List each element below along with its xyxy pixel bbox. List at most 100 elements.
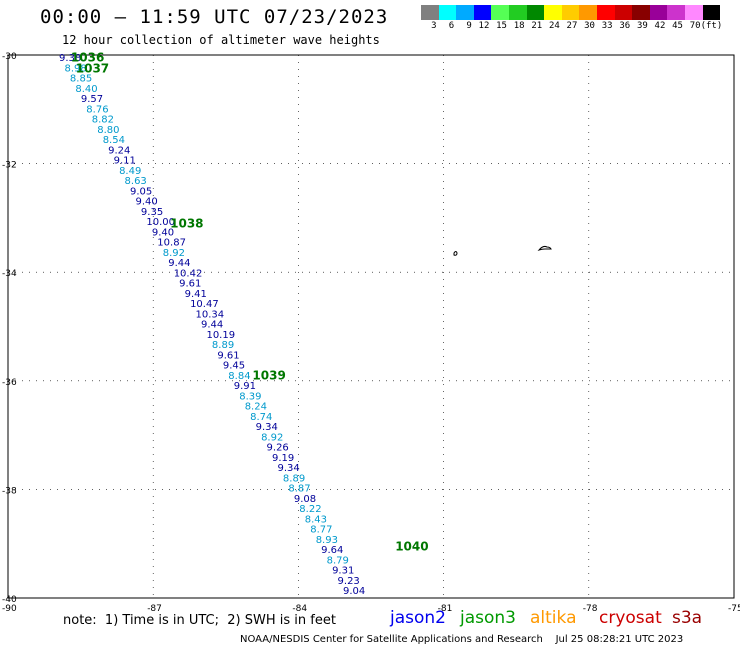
wave-height-value: 9.38 <box>59 53 81 64</box>
wave-height-value: 8.76 <box>86 104 108 115</box>
color-scale-label: 24 <box>548 21 560 31</box>
wave-height-value: 9.64 <box>321 545 343 556</box>
wave-height-value: 9.40 <box>135 197 157 208</box>
wave-height-value: 9.23 <box>338 576 360 587</box>
color-swatch <box>491 5 509 20</box>
wave-height-value: 9.34 <box>277 463 299 474</box>
wave-height-value: 10.42 <box>174 268 203 279</box>
color-scale-label: 9 <box>466 21 472 31</box>
wave-height-value: 8.39 <box>239 391 261 402</box>
credit-footer: NOAA/NESDIS Center for Satellite Applica… <box>240 634 684 645</box>
wave-height-value: 9.08 <box>294 494 316 505</box>
lon-label: -90 <box>2 604 17 614</box>
wave-height-value: 8.49 <box>119 166 141 177</box>
wave-height-value: 10.47 <box>190 299 219 310</box>
wave-height-value: 9.44 <box>168 258 190 269</box>
wave-height-value: 9.05 <box>130 186 152 197</box>
lat-label: -32 <box>2 161 17 171</box>
color-swatch <box>632 5 650 20</box>
wave-height-value: 9.19 <box>272 453 294 464</box>
wave-height-value: 8.92 <box>261 432 283 443</box>
color-scale-label: (ft) <box>700 21 723 31</box>
color-scale-label: 33 <box>601 21 613 31</box>
lat-label: -30 <box>2 52 17 62</box>
wave-height-value: 9.35 <box>141 207 163 218</box>
time-marker: 1040 <box>395 539 428 553</box>
color-swatch <box>684 5 703 20</box>
color-swatch <box>649 5 668 20</box>
wave-height-value: 8.24 <box>245 402 267 413</box>
legend-s3a: s3a <box>672 608 703 628</box>
time-marker: 1036 <box>71 51 104 65</box>
color-scale-label: 12 <box>478 21 490 31</box>
color-swatch <box>508 5 527 20</box>
color-scale-label: 45 <box>672 21 683 31</box>
wave-height-value: 9.04 <box>343 586 365 597</box>
wave-height-value: 9.91 <box>234 381 256 392</box>
time-marker: 1039 <box>252 368 285 382</box>
wave-height-value: 9.31 <box>332 566 354 577</box>
color-scale-label: 15 <box>496 21 507 31</box>
lon-label: -87 <box>147 604 162 614</box>
color-scale-label: 18 <box>513 21 525 31</box>
color-swatch <box>579 5 597 20</box>
color-swatch <box>596 5 615 20</box>
legend-jason3: jason3 <box>460 608 516 628</box>
wave-height-value: 8.89 <box>212 340 234 351</box>
color-swatch <box>614 5 633 20</box>
wave-height-value: 9.41 <box>185 289 207 300</box>
color-scale-label: 42 <box>654 21 666 31</box>
wave-height-value: 8.92 <box>163 248 185 259</box>
island-outline <box>453 251 458 256</box>
lat-label: -40 <box>2 595 17 605</box>
color-swatch <box>421 5 439 20</box>
wave-height-color-scale <box>421 5 721 20</box>
units-note: note: 1) Time is in UTC; 2) SWH is in fe… <box>63 613 336 628</box>
wave-height-value: 10.87 <box>157 238 186 249</box>
wave-height-value: 8.63 <box>125 176 147 187</box>
wave-height-value: 10.19 <box>206 330 235 341</box>
color-swatch <box>702 5 721 20</box>
color-swatch <box>456 5 474 20</box>
color-scale-label: 39 <box>636 21 648 31</box>
wave-height-value: 9.26 <box>267 443 289 454</box>
map-frame <box>7 54 735 599</box>
wave-height-value: 8.40 <box>75 84 97 95</box>
wave-height-value: 8.85 <box>70 74 92 85</box>
time-marker: 1037 <box>76 62 109 76</box>
color-scale-label: 21 <box>531 21 543 31</box>
color-swatch <box>473 5 492 20</box>
lon-label: -78 <box>583 604 598 614</box>
wave-height-value: 8.93 <box>316 535 338 546</box>
wave-height-value: 8.80 <box>97 125 119 136</box>
wave-height-value: 8.22 <box>299 504 321 515</box>
time-marker: 1038 <box>170 216 203 230</box>
wave-height-value: 8.77 <box>310 525 332 536</box>
island-outline <box>537 245 552 252</box>
wave-height-value: 8.74 <box>250 412 272 423</box>
color-swatch <box>438 5 457 20</box>
map-subtitle: 12 hour collection of altimeter wave hei… <box>62 33 380 47</box>
legend-cryosat: cryosat <box>599 608 662 628</box>
color-swatch <box>544 5 562 20</box>
wave-height-value: 9.61 <box>217 350 239 361</box>
lat-label: -36 <box>2 378 17 388</box>
wave-height-value: 8.89 <box>283 473 305 484</box>
wave-height-value: 9.61 <box>179 279 201 290</box>
wave-height-value: 8.84 <box>228 371 250 382</box>
wave-height-value: 10.00 <box>146 217 175 228</box>
wave-height-value: 9.44 <box>201 320 223 331</box>
lon-label: -75 <box>728 604 740 614</box>
wave-height-value: 8.79 <box>327 555 349 566</box>
wave-height-value: 9.11 <box>114 156 136 167</box>
lat-label: -38 <box>2 486 17 496</box>
color-swatch <box>667 5 685 20</box>
color-scale-label: 70 <box>689 21 701 31</box>
wave-height-value: 8.43 <box>305 514 327 525</box>
wave-height-value: 8.82 <box>92 115 114 126</box>
color-scale-label: 3 <box>431 21 437 31</box>
color-scale-label: 6 <box>448 21 455 31</box>
wave-height-value: 9.57 <box>81 94 103 105</box>
wave-height-value: 9.24 <box>108 145 130 156</box>
